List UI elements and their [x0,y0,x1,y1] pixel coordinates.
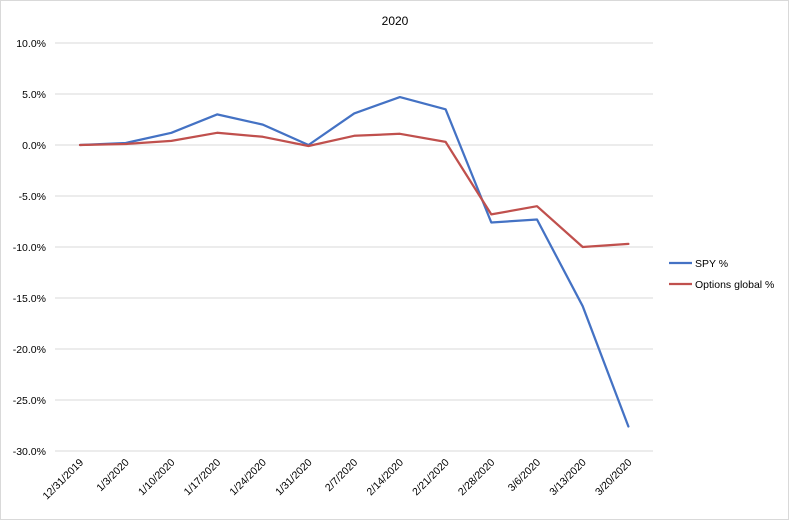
y-tick-label: 10.0% [16,38,46,50]
x-tick-label: 2/28/2020 [456,457,498,499]
legend-label: SPY % [695,258,728,270]
x-tick-label: 1/24/2020 [227,457,269,499]
series-lines [78,95,630,428]
series-line-1 [78,95,630,428]
x-tick-label: 3/20/2020 [593,457,635,499]
chart-title: 2020 [382,14,409,28]
x-tick-label: 1/10/2020 [136,457,178,499]
x-tick-label: 2/21/2020 [410,457,452,499]
y-tick-label: -10.0% [13,242,46,254]
y-tick-label: -5.0% [19,191,46,203]
x-tick-label: 3/13/2020 [547,457,589,499]
y-tick-label: -25.0% [13,395,46,407]
x-tick-label: 2/14/2020 [365,457,407,499]
y-tick-label: -30.0% [13,446,46,458]
x-tick-label: 12/31/2019 [40,457,86,503]
y-tick-label: -20.0% [13,344,46,356]
x-tick-label: 1/3/2020 [94,457,131,494]
y-tick-label: -15.0% [13,293,46,305]
gridlines [55,42,653,452]
legend: SPY % Options global % [669,258,774,291]
x-tick-label: 2/7/2020 [323,457,360,494]
x-axis-tick-labels: 12/31/2019 1/3/2020 1/10/2020 1/17/2020 1/24… [40,457,634,503]
y-tick-label: 5.0% [22,89,46,101]
y-axis-tick-labels: 10.0% 5.0% 0.0% -5.0% -10.0% -15.0% -20.0% -25.… [13,38,46,458]
y-tick-label: 0.0% [22,140,46,152]
series-line-2 [78,131,630,249]
x-tick-label: 3/6/2020 [506,457,543,494]
x-tick-label: 1/31/2020 [273,457,315,499]
legend-label: Options global % [695,279,774,291]
x-tick-label: 1/17/2020 [182,457,224,499]
